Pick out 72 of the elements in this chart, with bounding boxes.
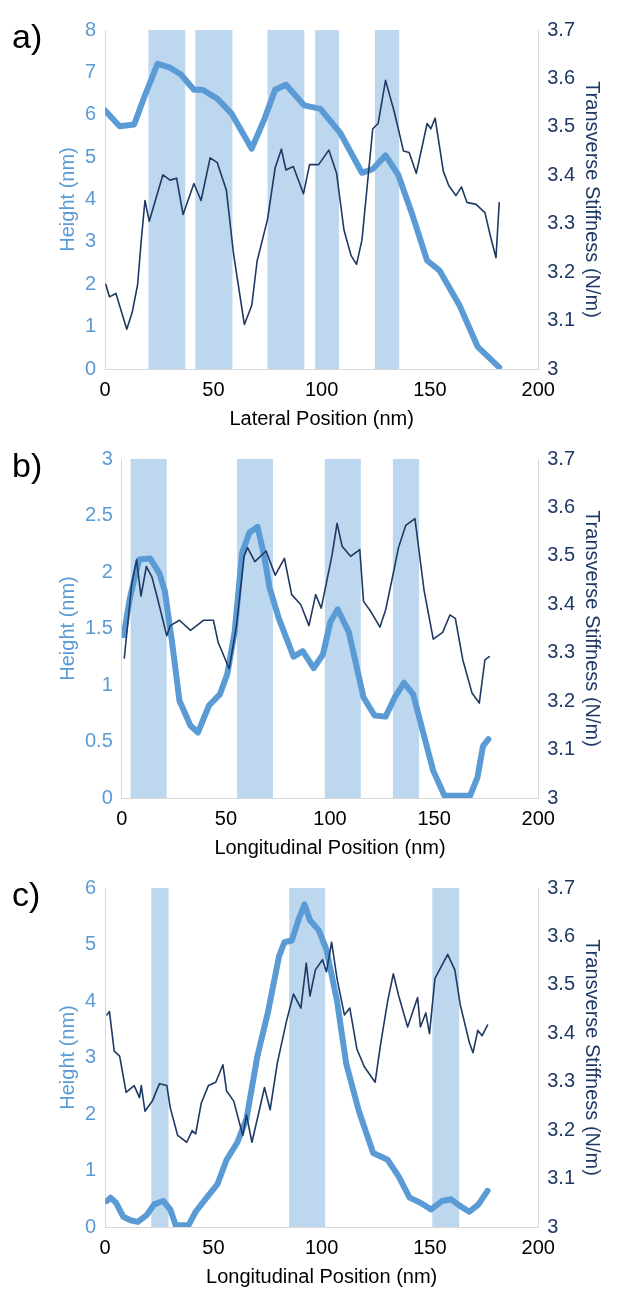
y-tick-label: 2.5 [84,503,113,526]
y-tick-label: 0 [85,356,97,379]
y2-tick-label: 3.4 [547,591,576,614]
chart-title: b) [12,446,43,485]
x-tick-label: 200 [521,377,555,400]
y-tick-label: 3 [85,229,97,252]
x-tick-label: 200 [521,1235,555,1258]
x-axis-title: Lateral Position (nm) [229,406,414,429]
y2-tick-label: 3.7 [547,446,576,469]
y-tick-label: 2 [101,559,113,582]
y-tick-label: 6 [85,102,97,125]
x-tick-label: 50 [202,377,225,400]
x-tick-label: 150 [413,377,447,400]
x-tick-label: 200 [521,806,555,829]
y-tick-label: 4 [85,988,97,1011]
x-tick-label: 100 [313,806,347,829]
y-tick-label: 5 [85,932,97,955]
x-tick-label: 150 [417,806,451,829]
y2-tick-label: 3.6 [547,494,576,517]
y2-tick-label: 3.3 [547,211,576,234]
y2-tick-label: 3.1 [547,1166,576,1189]
y2-tick-label: 3.4 [547,1020,576,1043]
y2-tick-label: 3.7 [547,17,576,40]
y2-tick-label: 3.2 [547,1117,576,1140]
y2-tick-label: 3.6 [547,65,576,88]
chart-title: a) [12,17,43,56]
x-tick-label: 100 [304,377,339,400]
y-tick-label: 8 [85,17,97,40]
x-tick-label: 0 [116,806,128,829]
y2-tick-label: 3.1 [547,737,576,760]
x-tick-label: 150 [413,1235,447,1258]
y-tick-label: 3 [101,446,113,469]
y-tick-label: 0 [101,785,113,808]
y2-tick-label: 3.5 [547,114,576,137]
y-tick-label: 7 [85,59,97,82]
y-tick-label: 3 [85,1045,97,1068]
y2-axis-title: Transverse Stiffness (N/m) [582,81,605,318]
y-tick-label: 2 [85,271,97,294]
y2-tick-label: 3 [547,356,559,379]
y-tick-label: 1.5 [84,616,113,639]
y-tick-label: 5 [85,144,97,167]
y-tick-label: 1 [85,314,97,337]
x-tick-label: 50 [202,1235,225,1258]
y2-tick-label: 3.2 [547,259,576,282]
y2-tick-label: 3.5 [547,543,576,566]
y2-tick-label: 3.3 [547,640,576,663]
y-tick-label: 1 [85,1158,97,1181]
y2-axis-title: Transverse Stiffness (N/m) [582,939,605,1176]
y2-tick-label: 3.6 [547,923,576,946]
y2-tick-label: 3.2 [547,688,576,711]
x-axis-title: Longitudinal Position (nm) [214,835,446,858]
y2-tick-label: 3.7 [547,875,576,898]
y-tick-label: 0 [85,1214,97,1237]
y-tick-label: 0.5 [84,729,113,752]
y2-tick-label: 3.4 [547,162,576,185]
chart-title: c) [12,875,41,914]
y2-tick-label: 3 [547,1214,559,1237]
y-tick-label: 1 [101,672,113,695]
x-axis-title: Longitudinal Position (nm) [206,1264,438,1287]
y-tick-label: 4 [85,187,97,210]
y2-tick-label: 3.5 [547,972,576,995]
y-tick-label: 6 [85,875,97,898]
y2-tick-label: 3 [547,785,559,808]
y-tick-label: 2 [85,1101,97,1124]
x-tick-label: 50 [214,806,238,829]
y2-axis-title: Transverse Stiffness (N/m) [582,510,605,747]
y-axis-title: Height (nm) [55,147,78,252]
y-axis-title: Height (nm) [55,1005,78,1110]
y2-tick-label: 3.3 [547,1069,576,1092]
y2-tick-label: 3.1 [547,308,576,331]
y-axis-title: Height (nm) [55,576,78,681]
x-tick-label: 100 [304,1235,339,1258]
